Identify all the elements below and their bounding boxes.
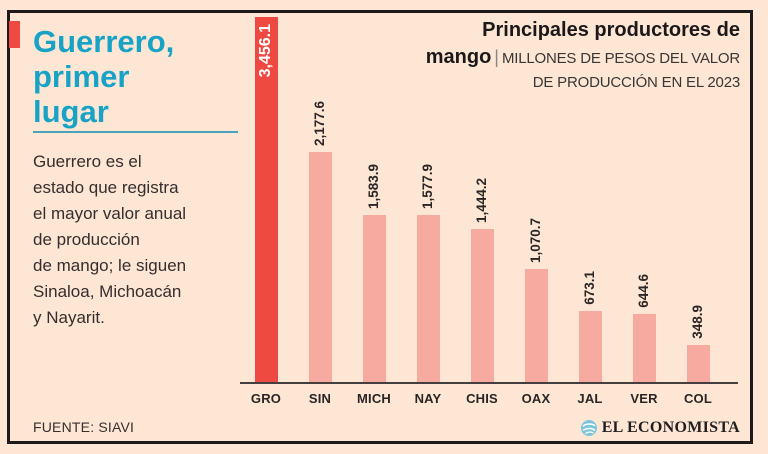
- bar-mich: [362, 215, 386, 382]
- x-tick-label-gro: GRO: [250, 391, 282, 406]
- brand-footer: EL ECONOMISTA: [580, 419, 740, 437]
- bar-value-label: 673.1: [582, 271, 597, 305]
- chart-title-bold: mango: [425, 46, 492, 68]
- bar-chis: [470, 229, 494, 382]
- x-tick-label-col: COL: [683, 391, 713, 406]
- bar-nay: [416, 215, 440, 382]
- source-label: FUENTE: SIAVI: [33, 419, 135, 435]
- bar-gro: [254, 17, 278, 382]
- bar-value-label: 348.9: [690, 305, 705, 339]
- bar-value-label: 2,177.6: [312, 100, 327, 146]
- bar-value-label: 1,583.9: [366, 163, 381, 209]
- bar-col: [686, 345, 710, 382]
- brand-name: EL ECONOMISTA: [601, 419, 740, 436]
- bar-value-label: 1,577.9: [420, 163, 435, 209]
- chart-title-line2: mango | MILLONES DE PESOS DEL VALOR: [360, 44, 740, 72]
- bar-value-label: 1,444.2: [474, 177, 489, 223]
- chart-subtitle-line2: DE PRODUCCIÓN EN EL 2023: [532, 74, 740, 91]
- x-tick-label-chis: CHIS: [466, 391, 498, 406]
- bar-ver: [632, 314, 656, 382]
- x-tick-label-ver: VER: [630, 391, 658, 406]
- bar-jal: [578, 311, 602, 382]
- bar-sin: [308, 152, 332, 382]
- bar-value-label: 644.6: [636, 274, 651, 308]
- title-underline: [33, 131, 238, 133]
- accent-block: [9, 21, 20, 48]
- el-economista-globe-icon: [580, 420, 597, 436]
- description-text: Guerrero es el estado que registra el ma…: [33, 152, 187, 327]
- x-tick-label-mich: MICH: [356, 391, 392, 406]
- chart-title-line1: Principales productores de: [482, 19, 740, 41]
- bar-value-label: 3,456.1: [257, 24, 274, 78]
- x-tick-label-oax: OAX: [521, 391, 551, 406]
- bar-oax: [524, 269, 548, 382]
- x-tick-label-sin: SIN: [308, 391, 332, 406]
- x-axis-line: [240, 382, 738, 384]
- bar-value-label: 1,070.7: [528, 217, 543, 263]
- x-tick-label-jal: JAL: [577, 391, 603, 406]
- page-title: Guerrero, primer lugar: [33, 24, 175, 129]
- chart-header: Principales productores de mango | MILLONE…: [360, 17, 740, 94]
- x-tick-label-nay: NAY: [414, 391, 442, 406]
- chart-title-separator: |: [494, 47, 499, 67]
- chart-subtitle-line1: MILLONES DE PESOS DEL VALOR: [501, 50, 740, 67]
- frame-border: [7, 10, 753, 444]
